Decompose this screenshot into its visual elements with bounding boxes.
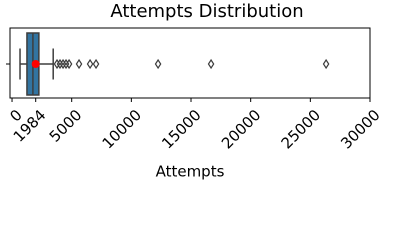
plot-frame <box>9 27 371 99</box>
outlier <box>322 58 330 70</box>
x-tick-label: 5000 <box>46 106 86 146</box>
chart-title: Attempts Distribution <box>110 1 303 22</box>
outlier <box>154 58 162 70</box>
x-tick-label: 10000 <box>99 106 145 152</box>
x-axis-label: Attempts <box>156 163 225 181</box>
x-tick-label: 20000 <box>218 106 264 152</box>
chart: Attempts Distribution Attempts 0 5000 1000… <box>6 1 384 181</box>
mean-marker <box>31 60 40 68</box>
x-tick-label: 25000 <box>278 106 324 152</box>
outlier <box>75 58 83 70</box>
outlier <box>65 58 73 70</box>
outlier <box>92 58 100 70</box>
x-tick-label: 15000 <box>158 106 204 152</box>
outlier <box>207 58 215 70</box>
outlier <box>86 58 94 70</box>
x-tick-label: 30000 <box>337 106 383 152</box>
